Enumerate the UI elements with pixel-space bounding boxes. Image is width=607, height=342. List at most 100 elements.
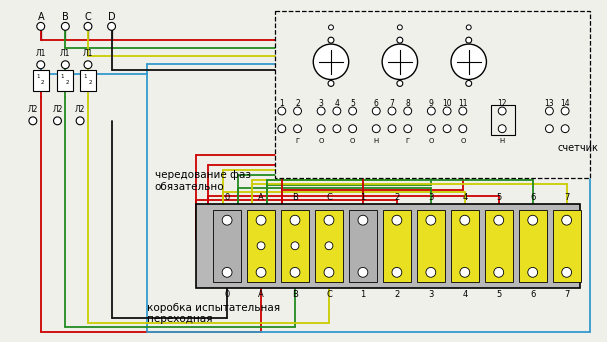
Circle shape bbox=[333, 125, 341, 133]
Text: 5: 5 bbox=[496, 290, 501, 300]
Text: A: A bbox=[258, 290, 264, 300]
Text: 14: 14 bbox=[560, 98, 570, 108]
Bar bbox=[553, 210, 580, 282]
Circle shape bbox=[372, 107, 380, 115]
Bar bbox=[33, 70, 49, 91]
Text: B: B bbox=[292, 290, 298, 300]
Text: 3: 3 bbox=[319, 98, 324, 108]
Text: 10: 10 bbox=[443, 98, 452, 108]
Text: C: C bbox=[84, 12, 91, 22]
Circle shape bbox=[459, 125, 467, 133]
Circle shape bbox=[404, 125, 412, 133]
Text: 7: 7 bbox=[564, 193, 569, 202]
Text: 1: 1 bbox=[61, 74, 64, 79]
Circle shape bbox=[498, 125, 506, 133]
Text: О: О bbox=[319, 137, 324, 144]
Text: 2: 2 bbox=[395, 290, 399, 300]
Text: 5: 5 bbox=[496, 193, 501, 202]
Circle shape bbox=[290, 267, 300, 277]
Bar bbox=[196, 205, 580, 288]
Text: О: О bbox=[350, 137, 355, 144]
Text: 9: 9 bbox=[429, 98, 434, 108]
Text: A: A bbox=[258, 193, 264, 202]
Circle shape bbox=[37, 23, 45, 30]
Circle shape bbox=[61, 23, 69, 30]
Text: О: О bbox=[429, 137, 434, 144]
Text: Г: Г bbox=[296, 137, 300, 144]
Circle shape bbox=[37, 61, 45, 69]
Circle shape bbox=[256, 215, 266, 225]
Circle shape bbox=[324, 267, 334, 277]
Text: 13: 13 bbox=[544, 98, 554, 108]
Circle shape bbox=[317, 107, 325, 115]
Text: 6: 6 bbox=[374, 98, 379, 108]
Circle shape bbox=[257, 242, 265, 250]
Circle shape bbox=[427, 107, 435, 115]
Circle shape bbox=[372, 125, 380, 133]
Bar bbox=[491, 105, 515, 135]
Bar bbox=[485, 210, 513, 282]
Circle shape bbox=[294, 107, 302, 115]
Text: 1: 1 bbox=[361, 290, 365, 300]
Circle shape bbox=[466, 25, 471, 30]
Text: Н: Н bbox=[500, 137, 505, 144]
Bar bbox=[58, 70, 73, 91]
Text: 0: 0 bbox=[225, 290, 229, 300]
Circle shape bbox=[107, 23, 115, 30]
Circle shape bbox=[222, 267, 232, 277]
Text: 2: 2 bbox=[395, 193, 399, 202]
Circle shape bbox=[388, 107, 396, 115]
Circle shape bbox=[76, 117, 84, 125]
Text: Н: Н bbox=[374, 137, 379, 144]
Text: 1: 1 bbox=[279, 98, 284, 108]
Circle shape bbox=[459, 107, 467, 115]
Circle shape bbox=[561, 125, 569, 133]
Circle shape bbox=[404, 107, 412, 115]
Circle shape bbox=[29, 117, 37, 125]
Text: переходная: переходная bbox=[147, 314, 212, 324]
Text: 7: 7 bbox=[564, 290, 569, 300]
Circle shape bbox=[324, 215, 334, 225]
Circle shape bbox=[348, 107, 356, 115]
Circle shape bbox=[358, 267, 368, 277]
Circle shape bbox=[348, 125, 356, 133]
Circle shape bbox=[443, 125, 451, 133]
Text: A: A bbox=[38, 12, 44, 22]
Circle shape bbox=[84, 23, 92, 30]
Bar bbox=[315, 210, 343, 282]
Circle shape bbox=[397, 37, 403, 43]
Text: 8: 8 bbox=[405, 98, 410, 108]
Circle shape bbox=[290, 215, 300, 225]
Bar bbox=[281, 210, 309, 282]
Bar bbox=[213, 210, 241, 282]
Text: Л2: Л2 bbox=[28, 105, 38, 114]
Text: 4: 4 bbox=[462, 193, 467, 202]
Circle shape bbox=[466, 37, 472, 43]
Circle shape bbox=[460, 215, 470, 225]
Circle shape bbox=[392, 215, 402, 225]
Text: чередование фаз: чередование фаз bbox=[155, 170, 251, 180]
Text: Л2: Л2 bbox=[52, 105, 63, 114]
Circle shape bbox=[527, 267, 538, 277]
Text: D: D bbox=[108, 12, 115, 22]
Text: 6: 6 bbox=[530, 193, 535, 202]
Text: 1: 1 bbox=[83, 74, 87, 79]
Circle shape bbox=[388, 125, 396, 133]
Circle shape bbox=[426, 267, 436, 277]
Circle shape bbox=[427, 125, 435, 133]
Circle shape bbox=[498, 107, 506, 115]
Text: 4: 4 bbox=[462, 290, 467, 300]
Text: 11: 11 bbox=[458, 98, 467, 108]
Circle shape bbox=[328, 37, 334, 43]
Circle shape bbox=[494, 215, 504, 225]
Text: 1: 1 bbox=[36, 74, 39, 79]
Text: счетчик: счетчик bbox=[557, 143, 598, 153]
Circle shape bbox=[397, 80, 403, 87]
Circle shape bbox=[278, 125, 286, 133]
Circle shape bbox=[333, 107, 341, 115]
Text: 6: 6 bbox=[530, 290, 535, 300]
Bar bbox=[80, 70, 96, 91]
Text: Л2: Л2 bbox=[75, 105, 86, 114]
Text: О: О bbox=[460, 137, 466, 144]
Text: 5: 5 bbox=[350, 98, 355, 108]
